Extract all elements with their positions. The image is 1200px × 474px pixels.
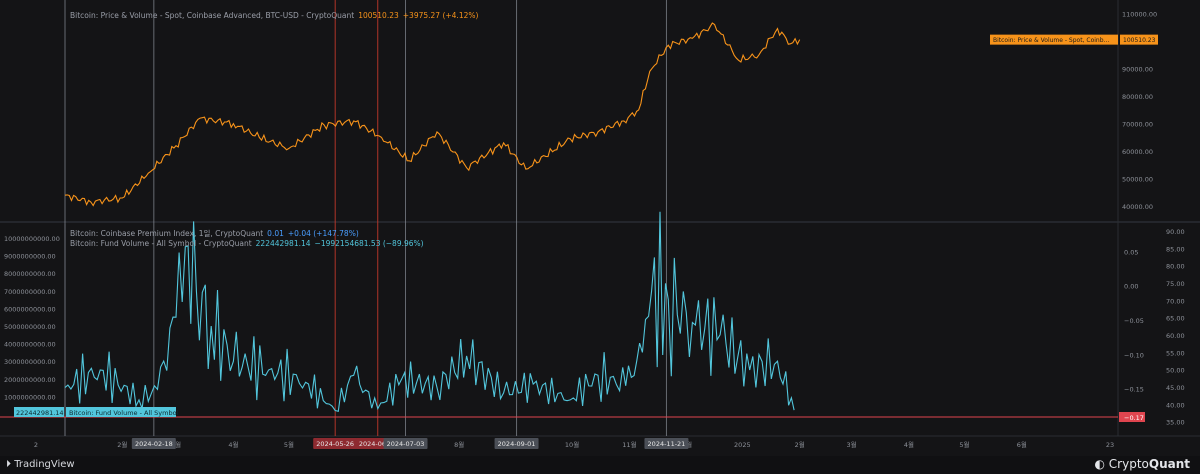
price-axis-tick: 90000.00 xyxy=(1122,66,1153,74)
price-axis-tick: 40000.00 xyxy=(1122,203,1153,211)
price-series-name: Bitcoin: Price & Volume - Spot, Coinbase… xyxy=(70,11,355,20)
fund-axis-tick: 9000000000.00 xyxy=(4,253,56,261)
fund-axis-tick: 5000000000.00 xyxy=(4,323,56,331)
series-group xyxy=(0,22,1118,418)
time-axis-tick: 5월 xyxy=(284,440,294,449)
fund-legend: Bitcoin: Fund Volume - All Symbol - Cryp… xyxy=(70,239,428,248)
date-highlight-box xyxy=(313,438,358,449)
fund-tag-value: 222442981.14 xyxy=(16,409,64,417)
date-highlight-label: 2024-02-18 xyxy=(135,440,173,448)
tradingview-label: TradingView xyxy=(14,459,75,470)
price-axis-tick: 80000.00 xyxy=(1122,93,1153,101)
fund-change: −1992154681.53 (−89.96%) xyxy=(314,239,424,248)
date-highlight-box xyxy=(644,438,689,449)
fund-axis-tick: 8000000000.00 xyxy=(4,270,56,278)
time-axis-tick: 2월 xyxy=(795,440,805,449)
secondary-axis-tick: 50.00 xyxy=(1166,367,1185,375)
fund-series-line xyxy=(64,211,795,412)
time-axis-tick: 11월 xyxy=(622,440,636,449)
price-axis-tick: 60000.00 xyxy=(1122,148,1153,156)
fund-axis-tick: 4000000000.00 xyxy=(4,341,56,349)
price-tag-label: Bitcoin: Price & Volume - Spot, Coinb... xyxy=(993,37,1109,44)
price-legend: Bitcoin: Price & Volume - Spot, Coinbase… xyxy=(70,11,482,20)
premium-value: 0.01 xyxy=(267,229,284,238)
premium-axis-tick: 0.00 xyxy=(1124,283,1138,291)
premium-change: +0.04 (+147.78%) xyxy=(287,229,359,238)
secondary-axis-tick: 90.00 xyxy=(1166,228,1185,236)
time-axis-tick: 3월 xyxy=(846,440,856,449)
secondary-axis-tick: 80.00 xyxy=(1166,263,1185,271)
vertical-markers xyxy=(64,0,667,436)
chart-canvas: 40000.00 50000.00 60000.00 70000.00 80000.00… xyxy=(0,0,1200,456)
date-highlight-box xyxy=(383,438,428,449)
premium-series-name: Bitcoin: Coinbase Premium Index, 1일, Cry… xyxy=(70,229,264,238)
chart-background xyxy=(0,0,1200,456)
premium-axis-tick: −0.05 xyxy=(1124,317,1144,325)
secondary-axis-tick: 55.00 xyxy=(1166,349,1185,357)
time-axis-tick: 2025 xyxy=(734,441,751,449)
cryptoquant-label-b: Quant xyxy=(1148,457,1190,471)
premium-axis-tick: 0.05 xyxy=(1124,248,1138,256)
date-highlight-box xyxy=(131,438,176,449)
time-axis-tick: 23 xyxy=(1106,441,1114,449)
date-highlight-label: 2024-06-18 xyxy=(359,440,397,448)
axes: 40000.00 50000.00 60000.00 70000.00 80000.00… xyxy=(4,11,1185,449)
tradingview-logo: ⏵ TradingView xyxy=(6,459,75,470)
date-highlight-box xyxy=(494,438,539,449)
secondary-axis-tick: 35.00 xyxy=(1166,419,1185,427)
price-last-value: 100510.23 xyxy=(358,11,399,20)
cryptoquant-label-a: Crypto xyxy=(1108,457,1149,471)
footer-bar xyxy=(0,456,1200,474)
fund-axis-tick: 1000000000.00 xyxy=(4,393,56,401)
price-series-line xyxy=(64,22,801,207)
date-highlight-label: 2024-11-21 xyxy=(648,440,686,448)
time-axis-tick: 2월 xyxy=(117,440,127,449)
premium-value-tag xyxy=(1119,412,1145,422)
fund-series-tag xyxy=(66,407,176,417)
fund-axis-tick: 6000000000.00 xyxy=(4,305,56,313)
time-axis-tick: 10월 xyxy=(565,440,579,449)
secondary-axis-tick: 70.00 xyxy=(1166,297,1185,305)
time-axis-tick: 4월 xyxy=(904,440,914,449)
price-axis-tick: 50000.00 xyxy=(1122,176,1153,184)
premium-axis-tick: −0.10 xyxy=(1124,351,1144,359)
fund-axis-tick: 2000000000.00 xyxy=(4,376,56,384)
time-axis-tick: 6월 xyxy=(1017,440,1027,449)
price-axis-tick: 70000.00 xyxy=(1122,121,1153,129)
price-tag-value: 100510.23 xyxy=(1123,37,1156,44)
fund-series-name: Bitcoin: Fund Volume - All Symbol - Cryp… xyxy=(70,239,252,248)
fund-value: 222442981.14 xyxy=(255,239,311,248)
fund-tag-label: Bitcoin: Fund Volume - All Symbol xyxy=(69,409,179,417)
fund-axis-tick: 3000000000.00 xyxy=(4,358,56,366)
date-highlight-label: 2024-07-03 xyxy=(387,440,425,448)
price-value-tag xyxy=(1120,34,1158,45)
secondary-axis-tick: 85.00 xyxy=(1166,245,1185,253)
price-change: +3975.27 (+4.12%) xyxy=(402,11,479,20)
time-axis-tick: 8월 xyxy=(454,440,464,449)
time-axis-tick: 2 xyxy=(34,441,38,449)
premium-legend: Bitcoin: Coinbase Premium Index, 1일, Cry… xyxy=(70,228,363,239)
cryptoquant-logo: ◐ CryptoQuant xyxy=(1094,457,1191,471)
secondary-axis-tick: 75.00 xyxy=(1166,280,1185,288)
fund-value-tag xyxy=(14,407,64,417)
premium-tag-value: −0.17 xyxy=(1124,414,1144,422)
price-axis-tick: 110000.00 xyxy=(1122,11,1157,19)
date-highlight-label: 2024-09-01 xyxy=(498,440,536,448)
secondary-axis-tick: 65.00 xyxy=(1166,315,1185,323)
time-axis-tick: 4월 xyxy=(228,440,238,449)
time-axis-tick: 3월 xyxy=(171,440,181,449)
date-highlight-label: 2024-05-26 xyxy=(316,440,354,448)
fund-axis-tick: 7000000000.00 xyxy=(4,288,56,296)
secondary-axis-tick: 45.00 xyxy=(1166,384,1185,392)
fund-axis-tick: 10000000000.00 xyxy=(4,235,60,243)
time-axis-tick: 5월 xyxy=(959,440,969,449)
secondary-axis-tick: 40.00 xyxy=(1166,401,1185,409)
price-series-tag xyxy=(990,34,1118,45)
secondary-axis-tick: 60.00 xyxy=(1166,332,1185,340)
premium-axis-tick: −0.15 xyxy=(1124,386,1144,394)
